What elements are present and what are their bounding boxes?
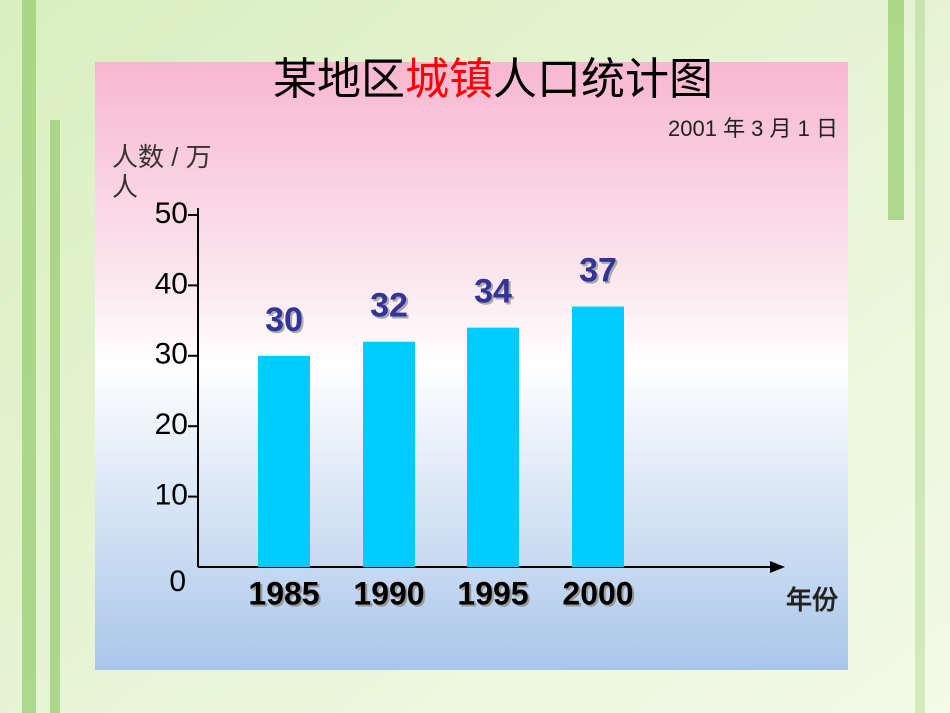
y-axis-label: 人数 / 万人 <box>112 142 212 202</box>
y-tick-label: 50 <box>155 197 188 230</box>
data-label: 34 <box>474 273 512 311</box>
bar <box>572 306 624 567</box>
bar <box>258 355 310 567</box>
x-tick-label-shadow: 1990 <box>355 577 426 613</box>
y-tick-label: 40 <box>155 267 188 300</box>
bamboo-decoration <box>22 0 925 713</box>
x-tick-label: 1990 <box>353 575 424 611</box>
y-tick-label: 0 <box>169 565 186 598</box>
x-tick-label: 1985 <box>248 575 319 611</box>
y-tick-label: 20 <box>155 408 188 441</box>
y-tick-label: 10 <box>155 479 188 512</box>
data-label: 37 <box>579 252 617 290</box>
x-tick-label-shadow: 2000 <box>564 577 635 613</box>
data-label-shadow: 32 <box>372 289 410 327</box>
data-label: 30 <box>265 301 303 339</box>
bar <box>467 327 519 567</box>
x-tick-label-shadow: 1995 <box>459 577 530 613</box>
x-tick-label: 2000 <box>562 575 633 611</box>
data-label: 32 <box>370 287 408 325</box>
x-axis-arrow <box>770 561 785 573</box>
x-tick-label-shadow: 1985 <box>250 577 321 613</box>
x-tick-label: 1995 <box>457 575 528 611</box>
x-axis-label: 年份 <box>786 585 838 615</box>
data-label-shadow: 34 <box>476 275 514 313</box>
bar <box>363 341 415 567</box>
data-label-shadow: 37 <box>581 254 619 292</box>
chart-title: 某地区城镇人口统计图 <box>273 54 713 105</box>
y-tick-label: 30 <box>155 338 188 371</box>
subtitle: 2001 年 3 月 1 日 <box>668 116 838 141</box>
data-label-shadow: 30 <box>267 303 305 341</box>
